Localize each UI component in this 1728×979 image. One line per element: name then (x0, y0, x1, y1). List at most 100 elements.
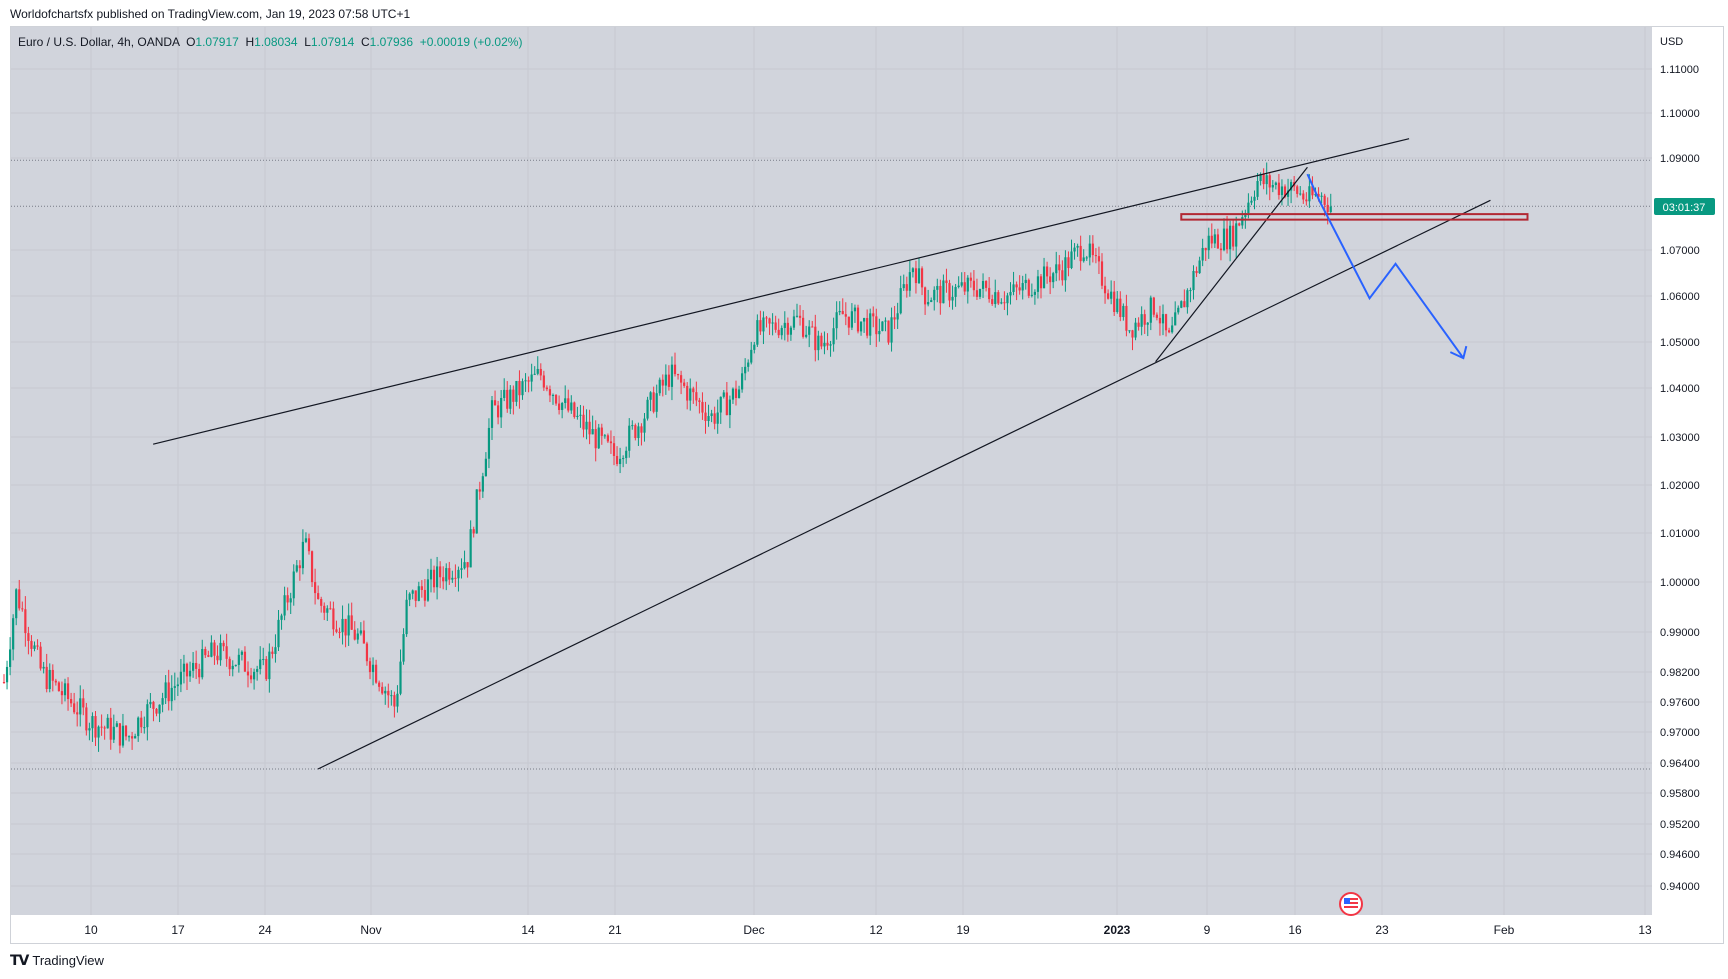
candle-body (45, 666, 48, 690)
candle-body (570, 402, 573, 411)
candle-body (1006, 295, 1009, 304)
candle-body (567, 398, 570, 411)
candle-body (896, 313, 899, 320)
candle-body (204, 649, 207, 656)
candle-body (1238, 223, 1241, 226)
candle-body (542, 375, 545, 388)
candle-body (1039, 276, 1043, 289)
candle-body (1021, 283, 1024, 291)
candle-body (899, 288, 902, 314)
candle-body (963, 282, 966, 292)
candle-body (353, 629, 356, 640)
time-tick-label: 23 (1375, 923, 1389, 937)
candle-body (1201, 247, 1204, 261)
candle-body (246, 671, 250, 676)
tradingview-brand[interactable]: 𝗧𝗩 TradingView (10, 952, 104, 969)
candle-body (384, 690, 387, 694)
candle-body (884, 320, 887, 322)
candle-body (228, 658, 231, 670)
drawings (153, 138, 1529, 770)
low-label: L (304, 35, 311, 49)
candle-body (207, 655, 210, 657)
candle-body (317, 593, 320, 599)
candle-body (500, 397, 503, 418)
candle-body (524, 380, 527, 382)
candle-body (637, 426, 640, 439)
candle-body (338, 631, 341, 633)
candle-body (640, 426, 643, 433)
candle-body (192, 662, 195, 671)
candle-body (972, 280, 975, 291)
price-tick-label: 0.96400 (1660, 758, 1700, 770)
candle-body (365, 643, 369, 662)
candle-body (509, 389, 512, 409)
candle-body (954, 287, 957, 297)
candle-body (469, 529, 472, 568)
candle-body (493, 400, 497, 406)
open-label: O (186, 35, 196, 49)
candle-body (329, 608, 332, 610)
candle-body (478, 489, 481, 492)
candle-body (457, 569, 460, 579)
candle-body (1155, 314, 1158, 318)
candle-body (704, 412, 707, 422)
candle-body (798, 315, 802, 318)
time-tick-label: 9 (1204, 923, 1211, 937)
candle-body (1125, 305, 1128, 331)
candle-body (817, 335, 820, 351)
candle-body (216, 655, 219, 661)
candle-body (600, 427, 603, 436)
candle-body (692, 388, 695, 393)
candle-body (924, 287, 927, 305)
time-tick-label: Feb (1494, 923, 1515, 937)
horizontal-levels (11, 159, 1652, 770)
candles (2, 162, 1332, 754)
plot-background (11, 27, 1652, 915)
candle-body (731, 388, 735, 400)
price-tick-label: 0.94000 (1660, 881, 1700, 893)
candle-body (878, 330, 881, 335)
candle-body (109, 717, 112, 740)
time-tick-label: 12 (869, 923, 883, 937)
candle-body (759, 320, 762, 332)
candle-body (1094, 255, 1097, 257)
candle-body (533, 373, 536, 375)
candle-body (847, 316, 850, 328)
candle-body (484, 458, 487, 477)
candle-body (286, 595, 289, 603)
candle-body (698, 400, 701, 402)
price-tick-label: 1.05000 (1660, 337, 1700, 349)
us-flag-event-icon[interactable] (1339, 892, 1363, 916)
candle-body (960, 282, 963, 286)
candle-body (832, 328, 835, 345)
candle-body (1189, 290, 1192, 292)
countdown-label: 03:01:37 (1663, 202, 1706, 214)
candle-body (262, 659, 265, 661)
candle-body (1308, 186, 1311, 202)
candle-body (439, 566, 442, 578)
candle-body (795, 315, 799, 317)
candle-body (661, 379, 664, 386)
candle-body (371, 664, 375, 673)
candle-body (615, 455, 619, 465)
candle-body (1061, 270, 1064, 281)
price-tick-label: 0.97000 (1660, 727, 1700, 739)
candle-body (548, 389, 552, 396)
price-tick-label: 1.07000 (1660, 245, 1700, 257)
candle-body (585, 421, 588, 430)
candle-body (628, 425, 631, 451)
candle-body (60, 691, 64, 696)
candle-body (634, 425, 637, 439)
candle-body (198, 668, 201, 678)
candle-body (344, 618, 347, 636)
candle-body (689, 388, 692, 401)
candle-body (143, 727, 146, 729)
candle-body (1158, 317, 1162, 324)
candle-body (182, 663, 186, 672)
candle-body (94, 716, 97, 738)
candle-body (368, 661, 372, 673)
candle-body (387, 690, 390, 696)
candle-body (12, 618, 15, 650)
candle-body (100, 726, 103, 728)
